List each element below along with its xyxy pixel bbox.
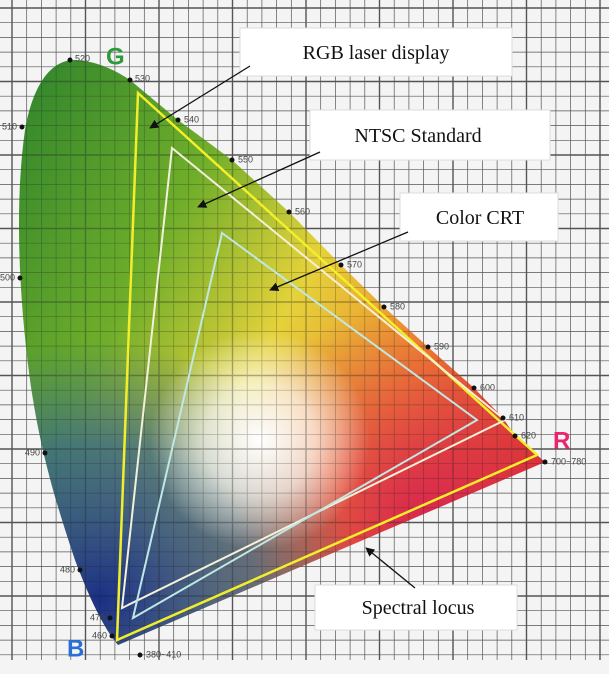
wavelength-label: 540 (184, 114, 199, 124)
wavelength-label: 560 (295, 206, 310, 216)
primary-label: B (67, 635, 84, 662)
rgb-laser-triangle (115, 90, 540, 642)
wavelength-label: 570 (347, 259, 362, 269)
wavelength-label: 520 (75, 53, 90, 63)
wavelength-dot (500, 415, 506, 421)
wavelength-dot (17, 275, 23, 281)
label: RGB laser display (303, 42, 450, 64)
wavelength-dot (512, 433, 518, 439)
wavelength-label: 510 (2, 121, 17, 131)
wavelength-label: 460 (92, 630, 107, 640)
wavelength-dot (286, 209, 292, 215)
wavelength-dot (109, 633, 115, 639)
wavelength-label: 500 (0, 272, 15, 282)
wavelength-label: 490 (25, 447, 40, 457)
wavelength-label: 610 (509, 412, 524, 422)
wavelength-dot (338, 262, 344, 268)
wavelength-dot (107, 615, 113, 621)
wavelength-dot (471, 385, 477, 391)
arrow (365, 547, 416, 589)
arrow (197, 151, 321, 208)
wavelength-dot (77, 567, 83, 573)
label-box (399, 192, 559, 242)
crt-triangle (131, 231, 479, 621)
label: NTSC Standard (354, 125, 481, 147)
label-box (314, 584, 518, 631)
wavelength-dot (229, 157, 235, 163)
wavelength-dot (175, 117, 181, 123)
label: Spectral locus (362, 597, 475, 619)
wavelength-dot (542, 459, 548, 465)
wavelength-dot (381, 304, 387, 310)
arrow (149, 65, 251, 129)
wavelength-label: 600 (480, 382, 495, 392)
wavelength-labels: 520 530 540 550 560 570 580 590 600 610 620 700~780… (0, 53, 586, 659)
wavelength-label: 530 (135, 73, 150, 83)
wavelength-label: 470 (90, 612, 105, 622)
primary-label: R (553, 427, 570, 454)
primary-label: G (106, 43, 125, 70)
wavelength-dot (67, 57, 73, 63)
wavelength-label: 580 (390, 301, 405, 311)
wavelength-dot (127, 77, 133, 83)
label: Color CRT (436, 207, 524, 229)
wavelength-dot (137, 652, 143, 658)
label-box (239, 27, 513, 77)
wavelength-dot (425, 344, 431, 350)
wavelength-dot (42, 450, 48, 456)
arrow (269, 231, 409, 292)
wavelength-label: 620 (521, 430, 536, 440)
wavelength-label: 590 (434, 341, 449, 351)
wavelength-label: 480 (60, 564, 75, 574)
wavelength-label: 700~780 (551, 456, 586, 466)
wavelength-dot (19, 124, 25, 130)
label-box (309, 109, 551, 161)
wavelength-label: 550 (238, 154, 253, 164)
wavelength-label: 380~410 (146, 649, 181, 659)
